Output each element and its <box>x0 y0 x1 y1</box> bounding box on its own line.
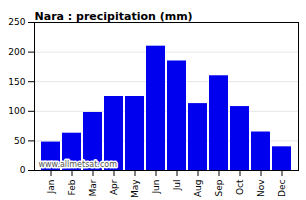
svg-text:Feb: Feb <box>67 179 77 195</box>
svg-text:150: 150 <box>8 77 25 87</box>
svg-text:www.allmetsat.com: www.allmetsat.com <box>39 160 118 169</box>
svg-text:250: 250 <box>8 17 25 27</box>
svg-text:Mar: Mar <box>88 179 98 196</box>
svg-text:100: 100 <box>8 106 25 116</box>
svg-text:50: 50 <box>14 136 26 146</box>
svg-text:Apr: Apr <box>109 179 119 195</box>
svg-text:Sep: Sep <box>214 179 224 196</box>
svg-text:Aug: Aug <box>193 180 203 198</box>
svg-text:Dec: Dec <box>277 179 287 196</box>
svg-text:200: 200 <box>8 47 25 57</box>
svg-text:May: May <box>130 179 140 198</box>
svg-text:Oct: Oct <box>235 179 245 195</box>
svg-text:Nov: Nov <box>256 179 266 197</box>
svg-text:0: 0 <box>20 165 26 175</box>
svg-text:Jan: Jan <box>46 180 56 195</box>
svg-text:Nara : precipitation (mm): Nara : precipitation (mm) <box>35 10 193 23</box>
svg-text:Jul: Jul <box>172 180 182 192</box>
svg-text:Jun: Jun <box>151 180 161 195</box>
